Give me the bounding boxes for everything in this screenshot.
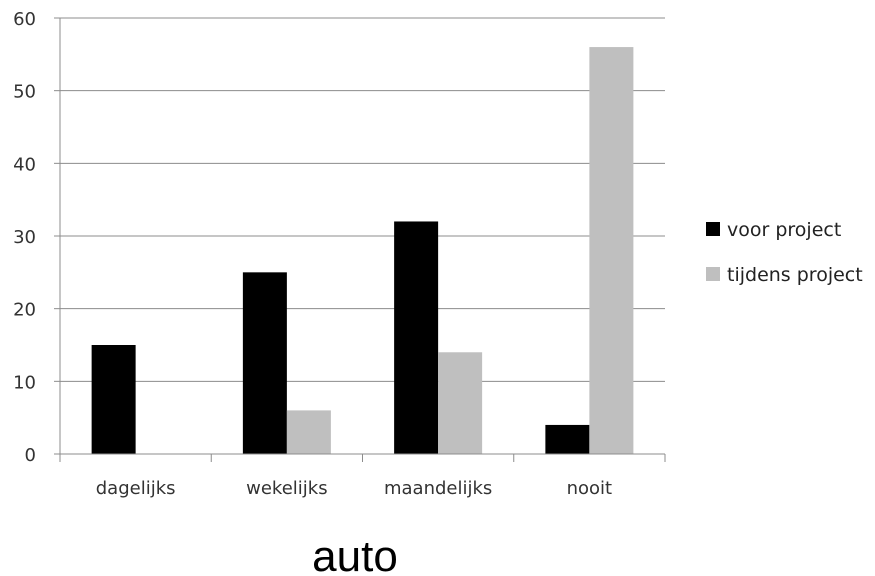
- bar-tijdens-project-wekelijks: [286, 410, 331, 454]
- bar-voor-project-wekelijks: [242, 272, 287, 454]
- x-tick-label: wekelijks: [246, 478, 327, 499]
- y-tick-label: 0: [25, 445, 36, 466]
- y-tick-label: 30: [13, 227, 36, 248]
- x-axis-tick-labels: dagelijks wekelijks maandelijks nooit: [96, 478, 612, 499]
- x-tick-label: dagelijks: [96, 478, 176, 499]
- bar-tijdens-project-maandelijks: [438, 352, 483, 454]
- legend: voor project tijdens project: [706, 219, 863, 286]
- y-tick-label: 60: [13, 9, 36, 30]
- bar-voor-project-maandelijks: [394, 221, 439, 454]
- bar-tijdens-project-nooit: [589, 47, 634, 455]
- y-axis-tick-labels: 0 10 20 30 40 50 60: [13, 9, 36, 466]
- x-tick-label: nooit: [567, 478, 613, 499]
- legend-label: voor project: [727, 219, 841, 241]
- bar-voor-project-dagelijks: [91, 345, 136, 454]
- bar-voor-project-nooit: [545, 424, 590, 454]
- y-tick-label: 10: [13, 372, 36, 393]
- x-tick-label: maandelijks: [384, 478, 492, 499]
- chart-caption: auto: [312, 532, 398, 576]
- gridlines: [60, 17, 665, 382]
- y-tick-label: 50: [13, 82, 36, 103]
- y-tick-label: 40: [13, 154, 36, 175]
- bars: [91, 47, 634, 455]
- axes: [54, 17, 666, 462]
- legend-swatch: [706, 267, 720, 281]
- y-tick-label: 20: [13, 300, 36, 321]
- legend-label: tijdens project: [727, 264, 863, 286]
- legend-swatch: [706, 222, 720, 236]
